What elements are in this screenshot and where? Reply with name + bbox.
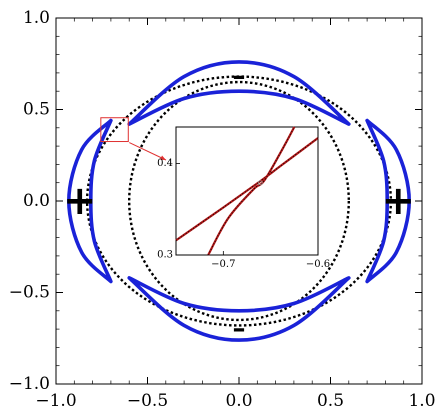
y-tick-label: 1.0 [23, 8, 50, 28]
x-axis-ticks: −1.0 −0.5 0.0 0.5 1.0 [35, 18, 436, 411]
crescent-left-curve [67, 118, 113, 284]
zoom-arrow [129, 142, 167, 161]
crescent-right-curve [365, 118, 411, 284]
inset-x-tick-label: −0.6 [306, 259, 330, 270]
x-tick-label: 0.5 [317, 391, 344, 411]
dotted-curves [85, 75, 393, 327]
inset-plot: −0.7 −0.6 0.4 0.3 [157, 126, 330, 270]
y-axis-ticks: 1.0 0.5 0.0 −0.5 −1.0 [9, 8, 422, 394]
sign-annotation: + [381, 178, 415, 224]
y-tick-label: 0.5 [23, 100, 50, 120]
y-tick-label: 0.0 [23, 191, 50, 211]
crescent-top-curve [127, 60, 351, 126]
inset-curve-dots-1 [175, 137, 319, 241]
inset-y-tick-label: 0.3 [157, 250, 173, 261]
sign-annotation: + [63, 178, 97, 224]
inset-y-tick-label: 0.4 [157, 158, 173, 169]
y-tick-label: −0.5 [9, 283, 50, 303]
inset-curve-dots-2 [207, 126, 295, 256]
dotted-ellipse-2 [127, 80, 351, 322]
crescent-bottom-curve [127, 276, 351, 342]
sign-annotation: – [233, 62, 246, 92]
x-tick-label: 1.0 [408, 391, 435, 411]
zoom-highlight-box [100, 117, 129, 143]
y-tick-label: −1.0 [9, 374, 50, 394]
zoom-highlight [100, 117, 167, 161]
blue-contour-curves [67, 60, 411, 342]
sign-annotations: – – + + [63, 62, 415, 345]
x-tick-label: −0.5 [127, 391, 168, 411]
zoom-arrow-head [160, 155, 166, 160]
dotted-ellipse-1 [85, 75, 393, 327]
inset-x-tick-label: −0.7 [211, 259, 235, 270]
x-tick-label: −1.0 [35, 391, 76, 411]
inset-crossing-point [257, 180, 263, 186]
sign-annotation: – [233, 314, 246, 344]
x-tick-label: 0.0 [225, 391, 252, 411]
